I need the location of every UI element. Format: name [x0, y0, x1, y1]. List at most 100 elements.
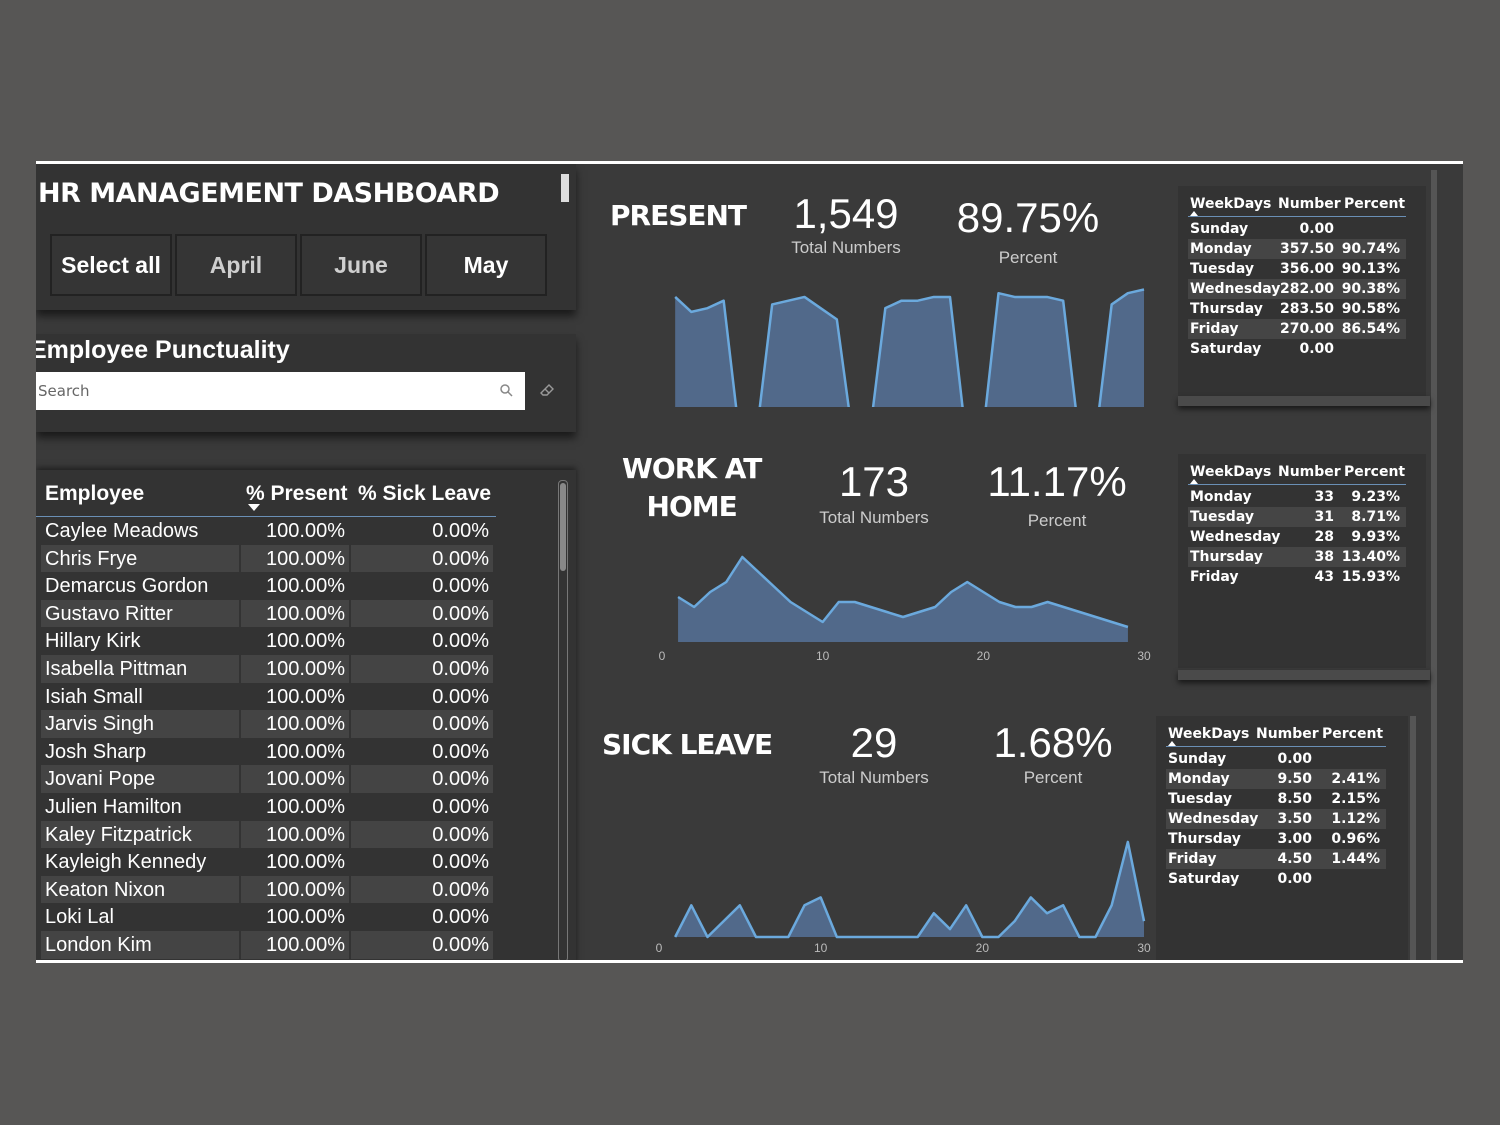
sick-total-label: Total Numbers: [819, 768, 929, 787]
table-row[interactable]: Hillary Kirk 100.00% 0.00%: [41, 627, 493, 655]
area-fill: [675, 289, 1144, 407]
title-scrollbar[interactable]: [561, 174, 569, 202]
table-row[interactable]: London Kim 100.00% 0.00%: [41, 930, 493, 959]
weekday-row[interactable]: Saturday 0.00: [1166, 869, 1386, 889]
wah-area-chart[interactable]: 0 10 20 30: [614, 542, 1154, 662]
weekday-row[interactable]: Tuesday 8.50 2.15%: [1166, 789, 1386, 809]
table-row[interactable]: Jovani Pope 100.00% 0.00%: [41, 765, 493, 793]
x-tick-label: 0: [659, 649, 666, 662]
sick-leave-percent: 0.00%: [432, 713, 489, 736]
weekday-row[interactable]: Friday 270.00 86.54%: [1188, 319, 1406, 339]
weekday-name: Sunday: [1168, 751, 1227, 767]
sick-cell: 0.00%: [351, 903, 493, 931]
present-percent: 100.00%: [266, 933, 345, 956]
table-row[interactable]: Josh Sharp 100.00% 0.00%: [41, 738, 493, 766]
sick-leave-percent: 0.00%: [432, 740, 489, 763]
sick-area-chart[interactable]: 0 10 20 30: [614, 824, 1154, 956]
wah-percent-label: Percent: [1027, 511, 1087, 530]
weekday-row[interactable]: Monday 9.50 2.41%: [1166, 769, 1386, 789]
present-cell: 100.00%: [241, 930, 349, 959]
employee-cell: Julien Hamilton: [41, 793, 239, 821]
weekday-row[interactable]: Thursday 283.50 90.58%: [1188, 299, 1406, 319]
weekday-number: 28: [1314, 529, 1334, 545]
slicer-may-button[interactable]: May: [425, 234, 547, 296]
present-percent: 100.00%: [266, 906, 345, 929]
weekday-row[interactable]: Monday 33 9.23%: [1188, 487, 1406, 507]
header-percent[interactable]: Percent: [1322, 726, 1384, 742]
weekday-row[interactable]: Tuesday 356.00 90.13%: [1188, 259, 1406, 279]
weekday-row[interactable]: Sunday 0.00: [1166, 749, 1386, 769]
weekday-row[interactable]: Monday 357.50 90.74%: [1188, 239, 1406, 259]
table-row[interactable]: Gustavo Ritter 100.00% 0.00%: [41, 599, 493, 628]
header-percent[interactable]: Percent: [1344, 464, 1406, 480]
employee-cell: Isiah Small: [41, 683, 239, 711]
weekday-row[interactable]: Wednesday 282.00 90.38%: [1188, 279, 1406, 299]
present-cell: 100.00%: [241, 544, 349, 573]
slicer-april-button[interactable]: April: [175, 234, 297, 296]
slicer-select-all-button[interactable]: Select all: [50, 234, 172, 296]
weekday-row[interactable]: Friday 4.50 1.44%: [1166, 849, 1386, 869]
header-weekdays[interactable]: WeekDays: [1190, 196, 1272, 212]
x-tick-label: 10: [816, 649, 830, 662]
table-body: Caylee Meadows 100.00% 0.00% Chris Frye 100.…: [41, 517, 493, 959]
sort-asc-icon[interactable]: [1168, 741, 1176, 746]
table-row[interactable]: Julien Hamilton 100.00% 0.00%: [41, 793, 493, 821]
sick-weekday-card: WeekDays Number Percent Sunday 0.00 Monday 9.5…: [1156, 716, 1408, 960]
header-number[interactable]: Number: [1256, 726, 1319, 742]
table-row[interactable]: Chris Frye 100.00% 0.00%: [41, 544, 493, 573]
row-stripe: [1166, 849, 1386, 869]
sort-asc-icon[interactable]: [1190, 211, 1198, 216]
weekday-row[interactable]: Tuesday 31 8.71%: [1188, 507, 1406, 527]
weekday-row[interactable]: Wednesday 28 9.93%: [1188, 527, 1406, 547]
employee-name: Demarcus Gordon: [45, 575, 209, 598]
weekday-percent: 1.12%: [1331, 811, 1380, 827]
table-row[interactable]: Jarvis Singh 100.00% 0.00%: [41, 710, 493, 738]
table-row[interactable]: Keaton Nixon 100.00% 0.00%: [41, 875, 493, 904]
area-fill: [678, 557, 1128, 642]
table-row[interactable]: Demarcus Gordon 100.00% 0.00%: [41, 572, 493, 600]
weekday-number: 0.00: [1277, 751, 1312, 767]
sort-asc-icon[interactable]: [1190, 479, 1198, 484]
table-row[interactable]: Kaley Fitzpatrick 100.00% 0.00%: [41, 820, 493, 849]
table-scrollbar[interactable]: [558, 480, 568, 960]
present-cell: 100.00%: [241, 710, 349, 738]
weekday-name: Friday: [1168, 851, 1217, 867]
table-row[interactable]: Isiah Small 100.00% 0.00%: [41, 683, 493, 711]
employee-name: London Kim: [45, 933, 152, 956]
header-percent[interactable]: Percent: [1344, 196, 1406, 212]
wah-label-line-2: HOME: [646, 490, 738, 523]
table-row[interactable]: Isabella Pittman 100.00% 0.00%: [41, 654, 493, 683]
header-weekdays[interactable]: WeekDays: [1168, 726, 1250, 742]
sick-cell: 0.00%: [351, 738, 493, 766]
table-row[interactable]: Caylee Meadows 100.00% 0.00%: [41, 517, 493, 545]
table-scrollbar-thumb[interactable]: [560, 483, 566, 571]
header-weekdays[interactable]: WeekDays: [1190, 464, 1272, 480]
weekday-name: Thursday: [1190, 549, 1263, 565]
weekday-row[interactable]: Thursday 38 13.40%: [1188, 547, 1406, 567]
search-input[interactable]: [38, 372, 478, 410]
eraser-icon[interactable]: [538, 380, 556, 398]
column-header-present[interactable]: % Present: [246, 482, 348, 505]
header-number[interactable]: Number: [1278, 464, 1341, 480]
weekday-row[interactable]: Saturday 0.00: [1188, 339, 1406, 359]
sick-leave-percent: 0.00%: [432, 520, 489, 542]
column-header-employee[interactable]: Employee: [45, 482, 145, 505]
weekday-name: Tuesday: [1168, 791, 1232, 807]
weekday-percent: 2.15%: [1331, 791, 1380, 807]
sick-leave-percent: 0.00%: [432, 575, 489, 598]
area-line: [677, 555, 1129, 629]
column-header-sick-leave[interactable]: % Sick Leave: [358, 482, 492, 505]
weekday-row[interactable]: Wednesday 3.50 1.12%: [1166, 809, 1386, 829]
header-number[interactable]: Number: [1278, 196, 1341, 212]
weekday-row[interactable]: Sunday 0.00: [1188, 219, 1406, 239]
table-row[interactable]: Kayleigh Kennedy 100.00% 0.00%: [41, 848, 493, 876]
table-row[interactable]: Loki Lal 100.00% 0.00%: [41, 903, 493, 931]
page-title: HR MANAGEMENT DASHBOARD: [38, 178, 500, 209]
slicer-june-button[interactable]: June: [300, 234, 422, 296]
weekday-row[interactable]: Friday 43 15.93%: [1188, 567, 1406, 587]
sort-desc-icon[interactable]: [248, 504, 260, 512]
search-icon[interactable]: [499, 383, 513, 397]
weekday-row[interactable]: Thursday 3.00 0.96%: [1166, 829, 1386, 849]
sick-leave-percent: 0.00%: [432, 851, 489, 874]
